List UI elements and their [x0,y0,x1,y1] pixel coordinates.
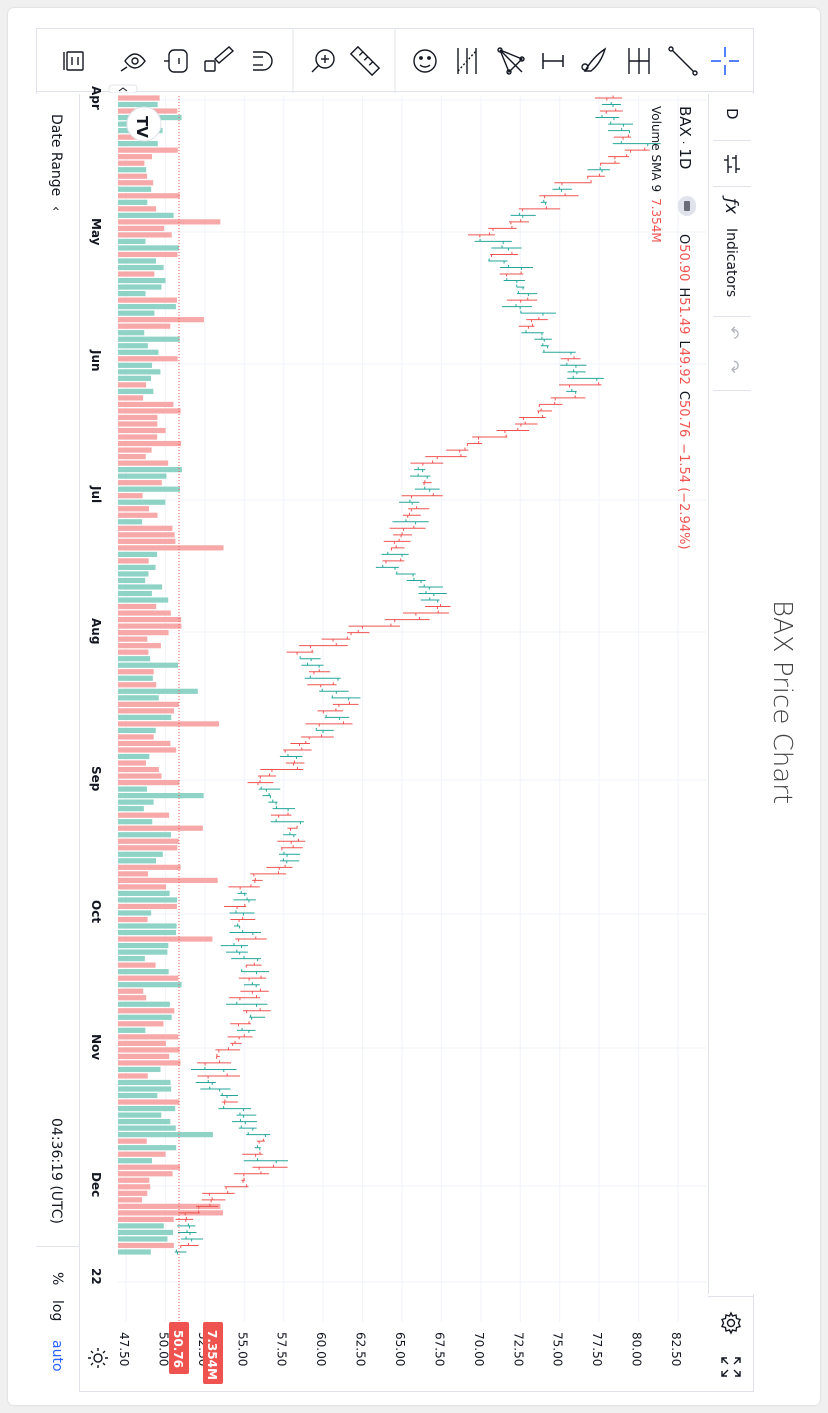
undo-icon[interactable]: ↶ [724,326,743,340]
lock-icon[interactable] [204,46,235,72]
hide-icon[interactable] [120,53,146,72]
brush-icon[interactable] [581,47,607,72]
top-toolbar: D ƒx Indicators ↶ ↷ [708,94,754,1294]
redo-icon[interactable]: ↷ [724,360,743,374]
chart-widget [36,28,754,1392]
trash-icon[interactable] [63,51,84,71]
magnet-icon[interactable] [253,51,273,71]
text-icon[interactable] [542,53,564,69]
timezone-settings-icon[interactable] [80,1340,116,1376]
emoji-icon[interactable] [413,49,437,73]
page-title: BAX Price Chart [767,600,797,805]
eye-icon[interactable] [164,49,188,73]
ruler-icon[interactable] [349,45,381,77]
pattern-icon[interactable] [497,47,525,75]
collapse-chevron-icon[interactable] [108,84,138,94]
auto-toggle[interactable]: auto [49,1340,65,1372]
bar-style-icon[interactable] [715,150,749,178]
fib-icon[interactable] [457,48,477,74]
crosshair-icon[interactable] [711,47,739,75]
zoom-in-icon[interactable] [311,49,335,73]
percent-toggle[interactable]: % [49,1272,65,1286]
fullscreen-icon[interactable] [712,1350,750,1384]
settings-icon[interactable] [712,1306,750,1340]
drawing-toolbar [36,28,754,94]
interval-button[interactable]: D [723,108,741,120]
date-range-button[interactable]: Date Range [48,114,64,197]
bottom-toolbar: Date Range ‹ 04:36:19 (UTC) % log auto [36,94,80,1392]
chevron-down-icon[interactable]: ‹ [48,206,63,212]
indicators-button[interactable]: Indicators [723,228,739,298]
trend-line-icon[interactable] [668,46,698,76]
clock-time: 04:36:19 (UTC) [48,1118,64,1225]
pitchfork-icon[interactable] [628,48,650,74]
function-icon[interactable]: ƒx [721,198,741,215]
log-toggle[interactable]: log [49,1300,65,1322]
